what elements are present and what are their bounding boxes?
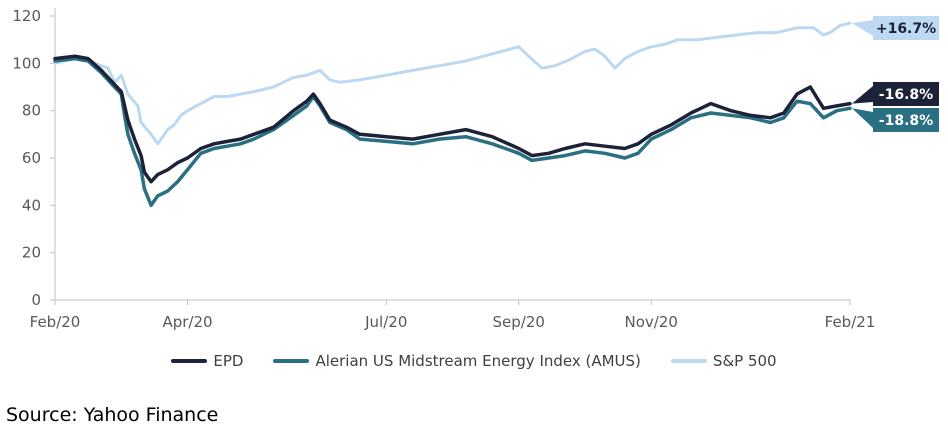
source-note: Source: Yahoo Finance [6, 404, 219, 426]
y-tick-label: 40 [22, 196, 41, 214]
legend-item-epd: EPD [171, 352, 243, 370]
chart-legend: EPD Alerian US Midstream Energy Index (A… [0, 348, 948, 374]
end-labels: +16.7% -18.8% -16.8% [852, 16, 939, 132]
callout-box-amus [873, 108, 939, 132]
callout-box-sp500 [873, 16, 939, 40]
callout-label-sp500: +16.7% [876, 21, 936, 37]
x-tick-label: Sep/20 [493, 313, 545, 331]
series-line-amus [53, 56, 852, 208]
callout-label-amus: -18.8% [879, 113, 933, 129]
legend-label-epd: EPD [213, 352, 244, 370]
legend-item-amus: Alerian US Midstream Energy Index (AMUS) [273, 352, 641, 370]
chart-axes: 0 20 40 60 80 100 120 Feb/20 Apr/20 Jul/20 Sep/20 N… [12, 7, 875, 331]
callout-pointer-sp500 [852, 20, 873, 36]
legend-item-sp500: S&P 500 [670, 352, 777, 370]
callout-pointer-amus [852, 108, 873, 128]
x-tick-label: Feb/21 [825, 313, 876, 331]
y-tick-label: 80 [22, 102, 41, 120]
x-tick-label: Apr/20 [162, 313, 212, 331]
series-line-sp500 [53, 21, 852, 146]
callout-label-epd: -16.8% [879, 87, 933, 103]
legend-swatch-amus [273, 359, 310, 363]
y-tick-label: 120 [12, 7, 41, 25]
legend-label-amus: Alerian US Midstream Energy Index (AMUS) [315, 352, 641, 370]
chart-series [53, 21, 852, 208]
series-line-epd [53, 54, 852, 184]
line-chart: 0 20 40 60 80 100 120 Feb/20 Apr/20 Jul/20 Sep/20 N… [12, 7, 939, 331]
x-tick-label: Feb/20 [30, 313, 81, 331]
callout-pointer-epd [852, 86, 873, 104]
callout-box-epd [873, 82, 939, 106]
x-tick-label: Jul/20 [364, 313, 407, 331]
y-tick-label: 0 [31, 291, 41, 309]
legend-swatch-epd [171, 359, 208, 363]
y-tick-label: 20 [22, 244, 41, 262]
y-tick-label: 100 [12, 54, 41, 72]
legend-swatch-sp500 [670, 359, 707, 363]
x-tick-label: Nov/20 [625, 313, 678, 331]
y-tick-label: 60 [22, 149, 41, 167]
legend-label-sp500: S&P 500 [712, 352, 777, 370]
